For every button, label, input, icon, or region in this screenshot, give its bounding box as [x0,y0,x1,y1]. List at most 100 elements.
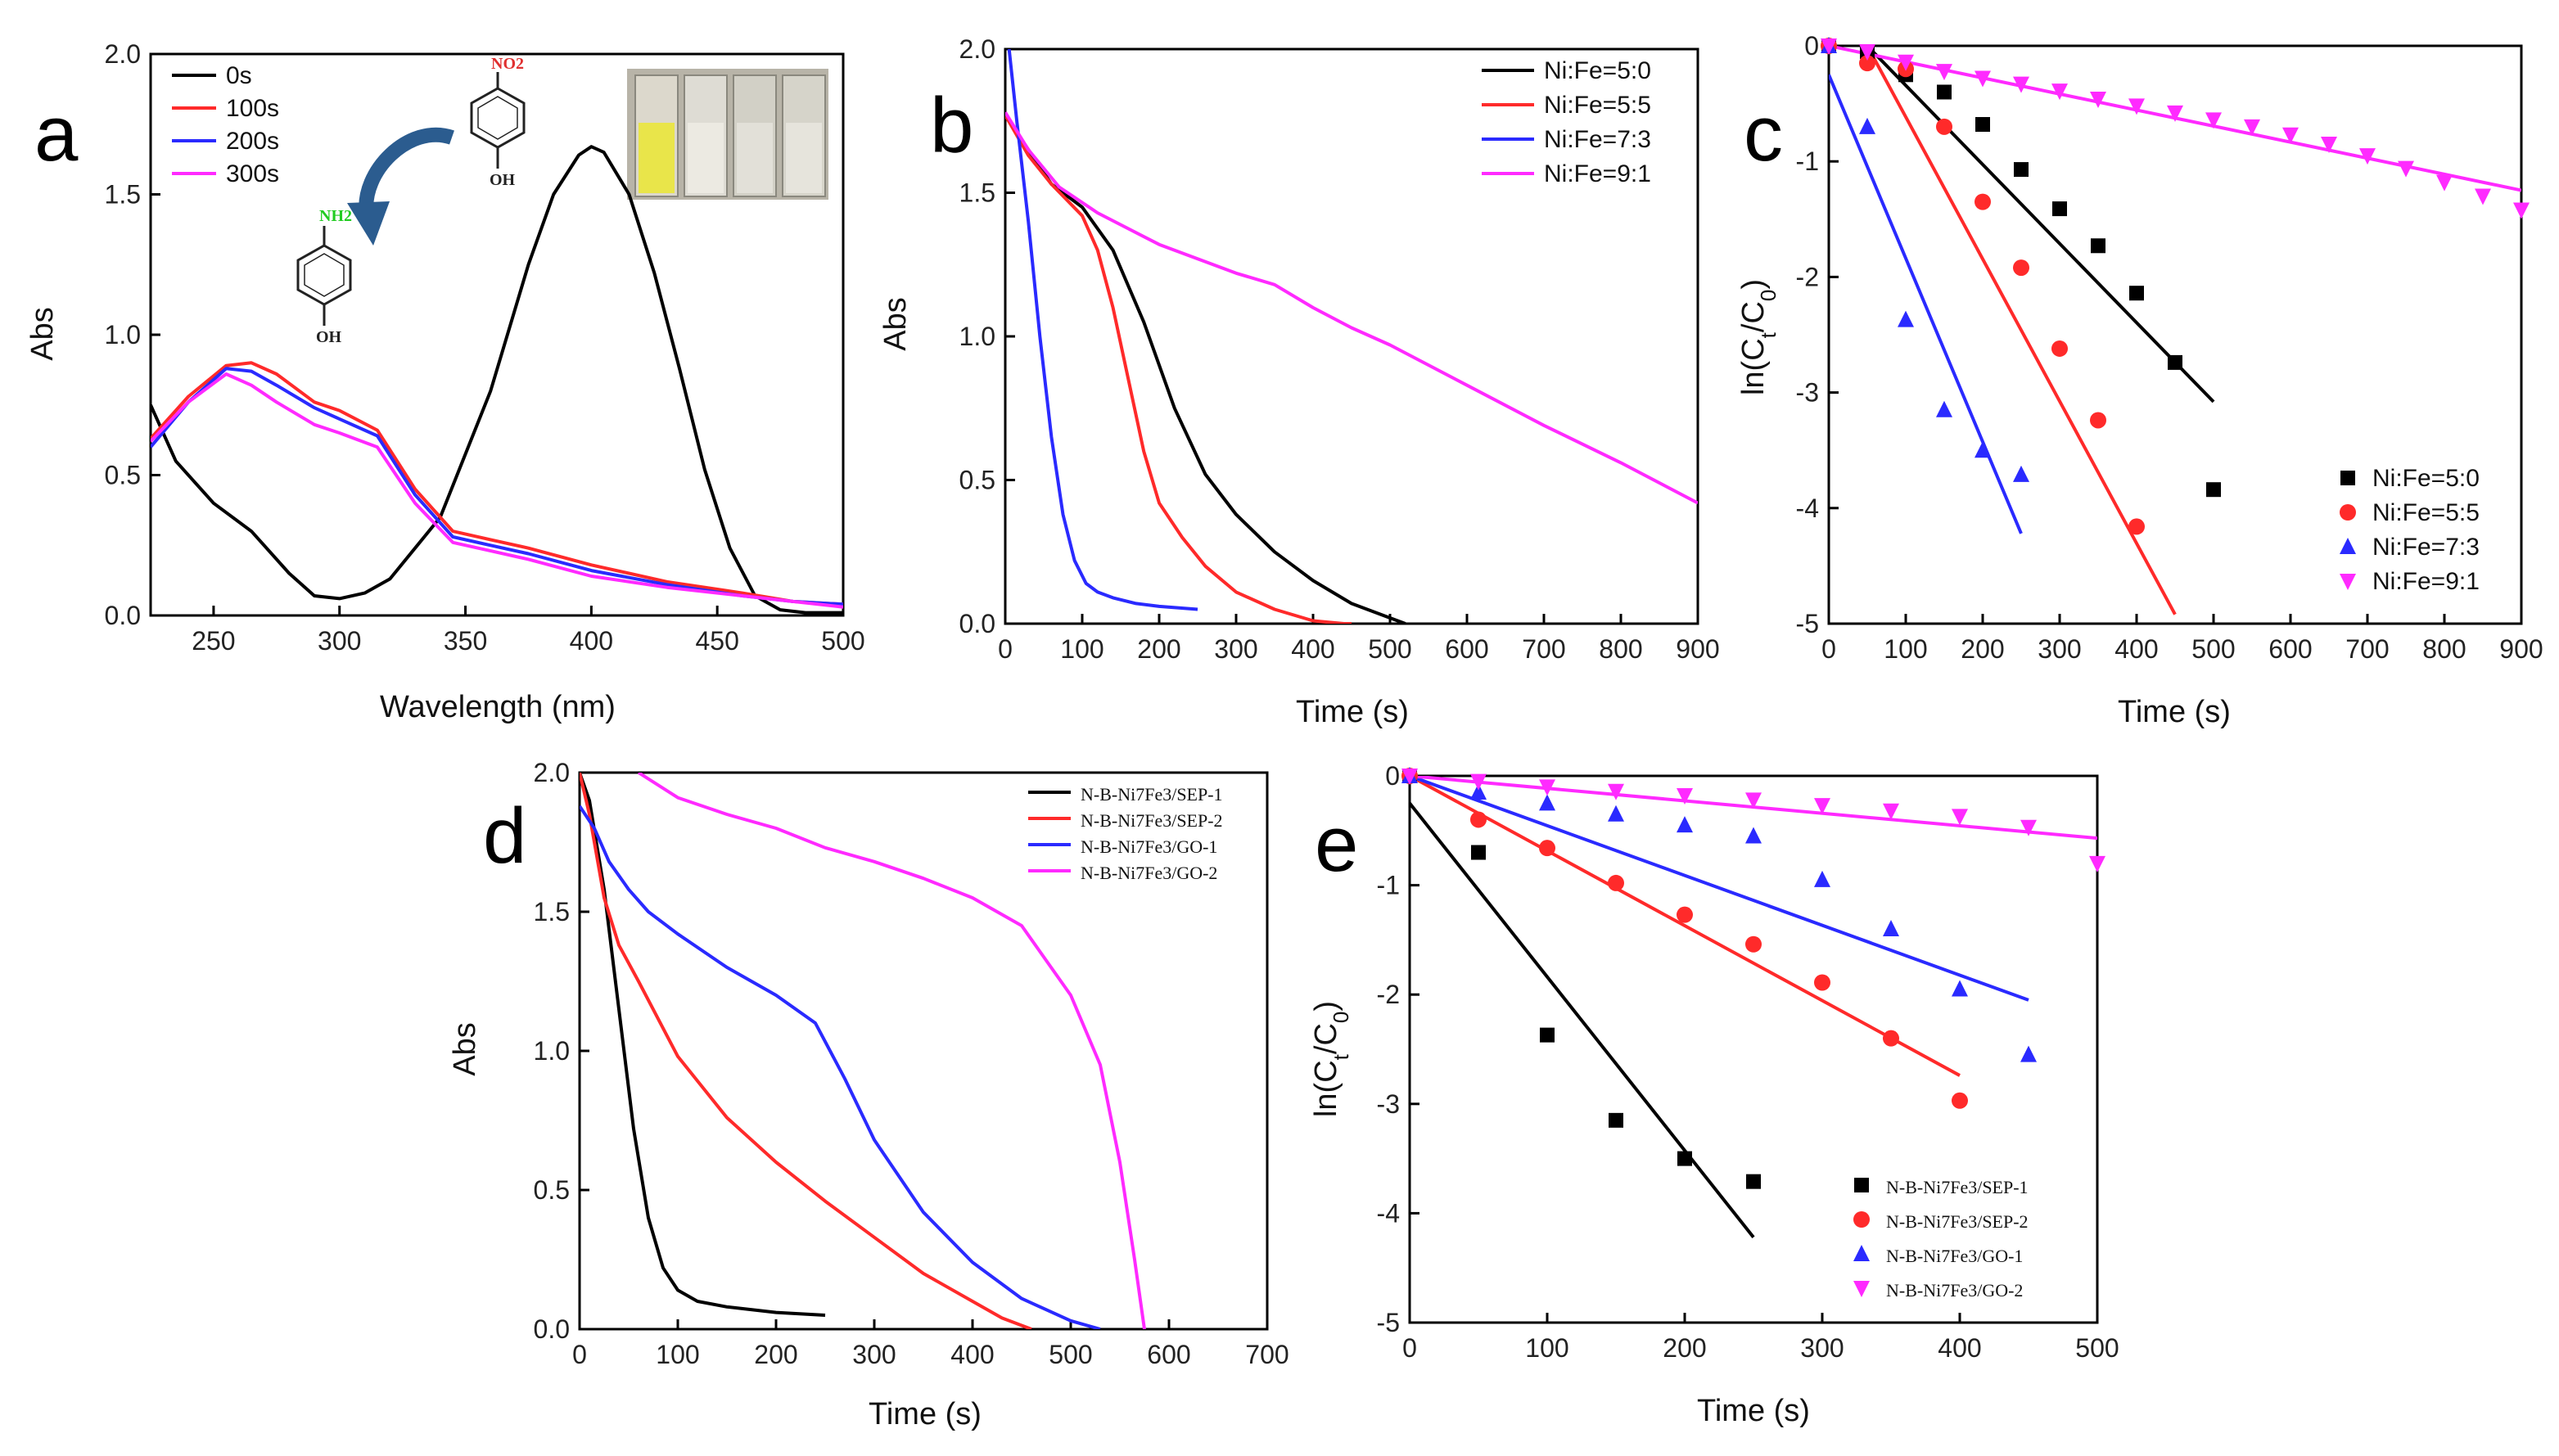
panel-c-series-2-point [1859,55,1875,72]
panel-e-series-4-point [1745,792,1762,809]
panel-b-xtick-label: 200 [1137,634,1180,664]
panel-c-series-4-point [1821,38,1837,55]
panel-c-legend-label: Ni:Fe=7:3 [2372,534,2480,561]
panel-c-ytick-label: 0 [1804,31,1819,61]
panel-e-series-3-point [1539,794,1555,811]
panel-b-legend-label: Ni:Fe=7:3 [1544,126,1651,153]
panel-e-ytick-label: -5 [1377,1308,1400,1337]
panel-e-series-2-point [1745,935,1762,953]
panel-b-ytick-label: 2.0 [959,34,995,64]
panel-c-series-4-point [2359,148,2376,165]
panel-d-ytick-label: 0.5 [534,1175,570,1205]
panel-d-legend-label: N-B-Ni7Fe3/SEP-2 [1081,810,1223,831]
panel-a-plot-area [151,145,843,615]
panel-c-series-1-fit-line [1866,46,2215,403]
panel-e-letter: e [1315,800,1358,888]
panel-d-ytick-label: 1.5 [534,897,570,926]
panel-a-ytick-label: 1.5 [105,180,141,210]
panel-c-series-1-point [2129,286,2144,301]
panel-e-xtick-label: 500 [2075,1333,2119,1363]
reactant-group-label: NO2 [491,55,524,73]
panel-d-series-3-line [580,805,1101,1329]
panel-c-series-3-point [1975,441,1991,458]
panel-e-legend-swatch [1853,1281,1870,1297]
panel-c-ytick-label: -2 [1796,262,1819,291]
panel-e-legend-label: N-B-Ni7Fe3/SEP-2 [1886,1211,2029,1232]
panel-d-xtick-label: 500 [1049,1340,1092,1369]
panel-d-legend-label: N-B-Ni7Fe3/GO-2 [1081,863,1217,883]
panel-b-xtick-label: 800 [1599,634,1642,664]
panel-e-legend-label: N-B-Ni7Fe3/SEP-1 [1886,1177,2029,1197]
panel-e-series-2-point [1608,874,1624,891]
panel-e-series-1-point [1677,1151,1692,1166]
panel-c-xtick-label: 300 [2038,634,2081,664]
panel-b-legend-label: Ni:Fe=9:1 [1544,160,1651,187]
panel-a-ylabel: Abs [25,307,60,360]
panel-c-chart: 0 100 200 300 400 500 600 700 800 900 0 -1 -2 -3 -4 -5 N… [1796,31,2543,664]
panel-c-xlabel: Time (s) [2118,695,2231,729]
panel-b-xtick-label: 0 [998,634,1013,664]
panel-e-legend-label: N-B-Ni7Fe3/GO-1 [1886,1246,2023,1266]
panel-d-xtick-label: 400 [950,1340,994,1369]
panel-d-xtick-label: 600 [1147,1340,1190,1369]
panel-c-series-4-point [2398,160,2414,178]
panel-c-series-4-point [2128,98,2145,115]
product-molecule: NH2 OH [296,207,352,346]
panel-e-series-4-point [2089,855,2105,872]
panel-c-ytick-label: -1 [1796,147,1819,176]
panel-c-series-4-point [2244,119,2260,136]
panel-c-series-4-point [1975,70,1991,88]
panel-a-xtick-label: 350 [444,626,487,656]
panel-b-ytick-label: 0.0 [959,609,995,638]
panel-a-ytick-label: 0.0 [105,601,141,630]
panel-c-xtick-label: 400 [2114,634,2158,664]
panel-b-xtick-label: 600 [1445,634,1488,664]
panel-c-xtick-label: 600 [2268,634,2312,664]
panel-e-series-4-point [1608,783,1624,800]
panel-e-legend-label: N-B-Ni7Fe3/GO-2 [1886,1280,2023,1300]
panel-c-xtick-label: 500 [2191,634,2235,664]
panel-c-legend-swatch [2340,538,2356,554]
panel-c-legend-swatch [2340,471,2355,485]
panel-b-ylabel: Abs [878,297,913,350]
panel-b-letter: b [930,82,973,169]
panel-c-series-3-point [1936,400,1952,417]
panel-b-series-4-line [1005,111,1698,505]
panel-e-series-4-point [1401,769,1418,785]
panel-a-legend-label: 200s [226,128,279,155]
panel-b-chart: 0 100 200 300 400 500 600 700 800 900 0.0 0.5 1.0 1.5… [959,34,1720,664]
panel-c-series-4-point [2205,112,2222,129]
product-oh-label: OH [316,328,342,346]
panel-c-series-1-point [2052,201,2067,217]
panel-b-xtick-label: 100 [1060,634,1103,664]
panel-b-plot-area [1005,49,1698,624]
panel-c-series-1-point [1975,117,1990,133]
panel-e-series-1-point [1540,1027,1555,1043]
panel-e-series-4-point [1470,773,1487,791]
panel-d-xtick-label: 0 [572,1340,587,1369]
panel-c-series-2-point [2051,340,2068,357]
panel-e-series-4-point [1814,798,1830,815]
panel-e-ytick-label: -3 [1377,1089,1400,1119]
panel-c-series-1-point [1937,84,1952,100]
panel-a-xtick-label: 400 [570,626,613,656]
panel-e-series-3-point [1745,827,1762,844]
panel-d-ytick-label: 1.0 [534,1036,570,1066]
panel-a-legend-label: 100s [226,95,279,122]
panel-c-series-1-point [2206,482,2221,498]
panel-d-ytick-label: 0.0 [534,1314,570,1344]
panel-e-series-3-point [1470,783,1487,800]
panel-c-series-1-point [2014,162,2029,178]
panel-a-legend-label: 0s [226,62,252,89]
panel-e-xtick-label: 300 [1800,1333,1844,1363]
panel-e-series-3-point [1952,980,1968,997]
panel-c-series-4-point [2475,188,2491,205]
panel-e-series-2-point [1677,906,1693,923]
panel-c-xtick-label: 900 [2499,634,2543,664]
panel-e-series-3-point [1677,816,1693,833]
panel-a-letter: a [34,90,79,178]
panel-e-series-4-point [1883,803,1899,820]
panel-a-xtick-label: 250 [192,626,235,656]
panel-b-legend-label: Ni:Fe=5:0 [1544,57,1651,84]
